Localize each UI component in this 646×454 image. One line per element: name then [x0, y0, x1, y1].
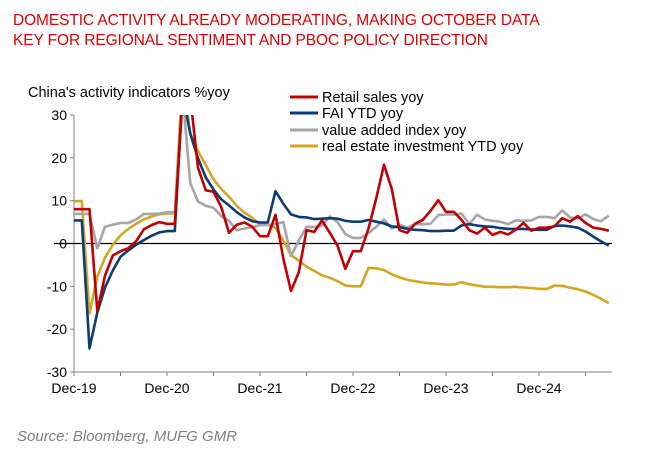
series-line-retail-sales-yoy — [74, 115, 610, 313]
legend-label: value added index yoy — [322, 123, 467, 139]
title-line-1: DOMESTIC ACTIVITY ALREADY MODERATING, MA… — [13, 12, 540, 29]
x-tick-label: Dec-19 — [51, 380, 96, 396]
chart-title: DOMESTIC ACTIVITY ALREADY MODERATING, MA… — [13, 11, 540, 51]
y-axis-label: China's activity indicators %yoy — [28, 85, 231, 101]
x-tick-label: Dec-20 — [144, 380, 189, 396]
x-tick-label: Dec-21 — [237, 380, 282, 396]
x-tick-label: Dec-22 — [330, 380, 375, 396]
series-line-value-added-index-yoy — [74, 115, 610, 258]
legend-label: real estate investment YTD yoy — [322, 139, 524, 155]
y-tick-label: -30 — [47, 364, 67, 380]
source-note: Source: Bloomberg, MUFG GMR — [17, 428, 238, 445]
x-tick-label: Dec-23 — [423, 380, 468, 396]
series-line-fai-ytd-yoy — [74, 115, 610, 350]
legend-label: FAI YTD yoy — [322, 106, 404, 122]
x-tick-label: Dec-24 — [516, 380, 561, 396]
y-tick-label: -10 — [47, 278, 67, 294]
legend-label: Retail sales yoy — [322, 90, 424, 106]
y-tick-label: -20 — [47, 321, 67, 337]
y-tick-label: 10 — [51, 193, 67, 209]
y-tick-label: 30 — [51, 107, 67, 123]
title-line-2: KEY FOR REGIONAL SENTIMENT AND PBOC POLI… — [13, 32, 488, 49]
y-tick-label: 20 — [51, 150, 67, 166]
series-lines — [74, 115, 610, 350]
